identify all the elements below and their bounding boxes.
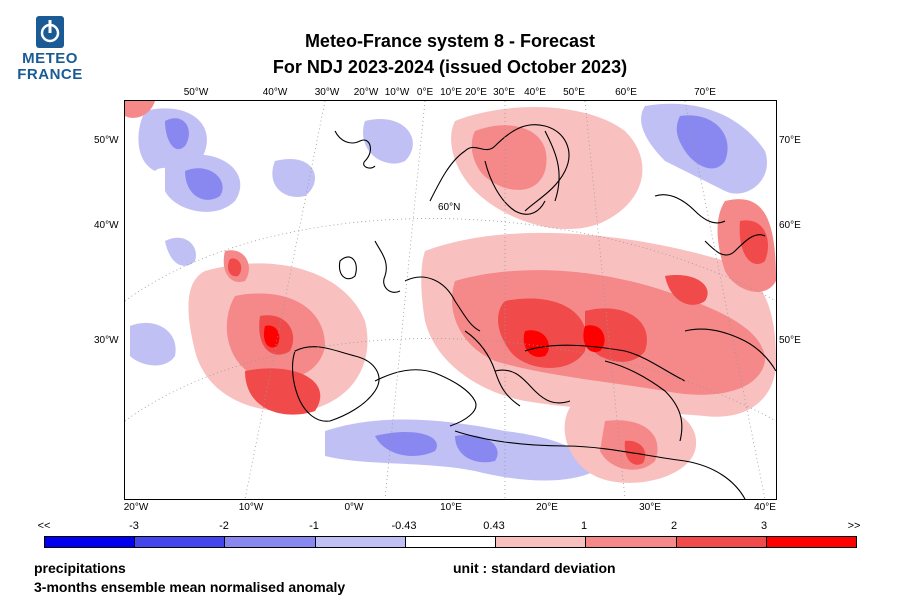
colorbar-segment <box>676 537 767 547</box>
colorbar-label: << <box>37 520 51 532</box>
coastlines <box>291 124 776 499</box>
colorbar-label: 3 <box>760 520 768 532</box>
colorbar-segment <box>766 537 856 547</box>
bottom-lon-label: 10°W <box>238 502 264 513</box>
colorbar-segment <box>135 537 226 547</box>
colorbar-segment <box>315 537 406 547</box>
colorbar-segment <box>45 537 136 547</box>
top-lon-label: 10°E <box>440 87 462 98</box>
top-lon-label: 60°E <box>615 87 637 98</box>
top-lon-label: 0°E <box>416 87 434 98</box>
graticule-lines <box>125 101 776 499</box>
variable-label: precipitations <box>34 560 126 576</box>
colorbar-label: -1 <box>309 520 319 532</box>
colorbar-segment <box>586 537 677 547</box>
top-lon-label: 40°E <box>524 87 546 98</box>
colorbar-segment <box>405 537 497 547</box>
top-lon-label: 40°W <box>262 87 288 98</box>
meteo-france-logo-icon <box>36 16 64 48</box>
left-lon-label: 50°W <box>94 135 119 146</box>
top-lon-label: 30°W <box>314 87 340 98</box>
unit-label: unit : standard deviation <box>453 560 616 576</box>
left-lon-label: 40°W <box>94 220 119 231</box>
logo-text-line1: METEO <box>22 50 78 67</box>
bottom-lon-label: 10°E <box>440 502 462 513</box>
colorbar-label: 1 <box>580 520 588 532</box>
top-lon-label: 20°W <box>353 87 379 98</box>
right-lon-label: 60°E <box>779 220 801 231</box>
chart-subtitle: For NDJ 2023-2024 (issued October 2023) <box>272 57 628 77</box>
bottom-lon-label: 20°E <box>536 502 558 513</box>
colorbar-label: -3 <box>129 520 139 532</box>
colorbar-label: 0.43 <box>483 520 505 532</box>
top-lon-label: 50°E <box>563 87 585 98</box>
bottom-lon-label: 20°W <box>123 502 149 513</box>
latitude-label-60n: 60°N <box>438 202 461 213</box>
left-lon-label: 30°W <box>94 335 119 346</box>
colorbar-label: >> <box>847 520 861 532</box>
colorbar <box>44 536 857 548</box>
top-lon-label: 20°E <box>465 87 487 98</box>
colorbar-label: 2 <box>670 520 678 532</box>
top-lon-label: 70°E <box>694 87 716 98</box>
chart-title: Meteo-France system 8 - Forecast <box>304 31 596 51</box>
colorbar-label: -2 <box>219 520 229 532</box>
top-lon-label: 30°E <box>493 87 515 98</box>
logo-text-line2: FRANCE <box>17 66 83 83</box>
anomaly-map-svg <box>125 101 776 499</box>
positive-anomaly-areas <box>125 101 776 483</box>
colorbar-segment <box>225 537 316 547</box>
anomaly-map: 60°N <box>124 100 777 500</box>
colorbar-segment <box>496 537 587 547</box>
bottom-lon-label: 0°W <box>344 502 364 513</box>
colorbar-label: -0.43 <box>391 520 417 532</box>
right-lon-label: 70°E <box>779 135 801 146</box>
right-lon-label: 50°E <box>779 335 801 346</box>
bottom-lon-label: 30°E <box>639 502 661 513</box>
top-lon-label: 10°W <box>384 87 410 98</box>
top-lon-label: 50°W <box>183 87 209 98</box>
bottom-lon-label: 40°E <box>754 502 776 513</box>
description-label: 3-months ensemble mean normalised anomal… <box>34 579 346 595</box>
meteo-france-logo: METEO FRANCE <box>14 14 86 86</box>
